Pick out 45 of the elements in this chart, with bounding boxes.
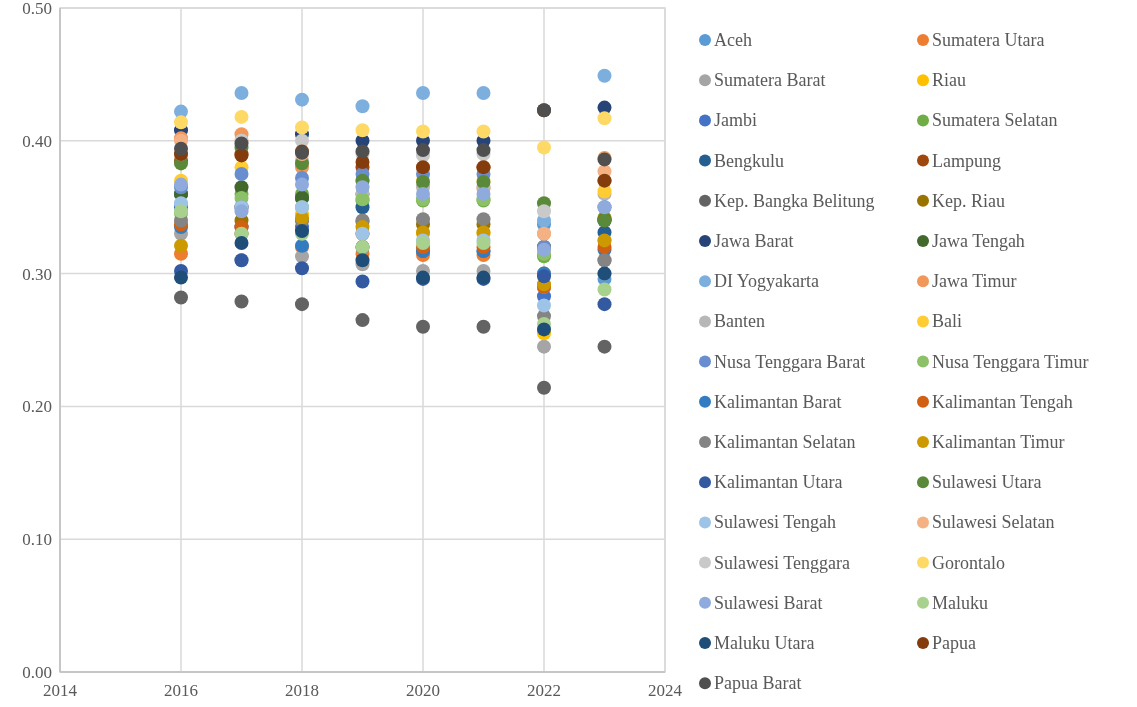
legend-label: Kalimantan Barat: [714, 391, 842, 412]
legend-label: Riau: [932, 70, 966, 91]
legend-label: Lampung: [932, 150, 1001, 171]
x-tick-label: 2016: [164, 681, 198, 700]
legend-label: Nusa Tenggara Barat: [714, 351, 866, 372]
legend-label: Sulawesi Tengah: [714, 512, 836, 533]
legend-label: Sulawesi Selatan: [932, 512, 1055, 533]
legend-label: Sumatera Barat: [714, 70, 826, 91]
legend-label: Sumatera Selatan: [932, 110, 1058, 131]
legend-label: Jambi: [714, 110, 757, 131]
legend-label: Maluku Utara: [714, 633, 815, 653]
legend-label: Kalimantan Tengah: [932, 391, 1073, 412]
legend-label: Kep. Bangka Belitung: [714, 190, 875, 211]
legend-label: Papua: [932, 633, 976, 653]
legend-label: Kalimantan Selatan: [714, 432, 856, 452]
legend-label: Jawa Tengah: [932, 231, 1025, 251]
legend-label: Jawa Barat: [714, 231, 794, 251]
legend-label: Kep. Riau: [932, 190, 1005, 211]
legend-label: Sulawesi Utara: [932, 472, 1042, 493]
y-tick-label: 0.30: [22, 264, 52, 284]
legend-label: Sulawesi Tenggara: [714, 552, 850, 573]
legend-label: Sumatera Utara: [932, 30, 1045, 50]
legend-label: Aceh: [714, 30, 752, 50]
x-tick-label: 2024: [648, 681, 683, 700]
legend-label: DI Yogyakarta: [714, 271, 819, 292]
legend-label: Bali: [932, 311, 962, 332]
y-tick-label: 0.00: [22, 663, 52, 682]
legend-label: Gorontalo: [932, 552, 1005, 573]
y-tick-label: 0.20: [22, 397, 52, 417]
legend-label: Bengkulu: [714, 150, 784, 171]
legend-label: Nusa Tenggara Timur: [932, 351, 1089, 372]
legend-label: Banten: [714, 311, 765, 332]
legend-label: Sulawesi Barat: [714, 592, 823, 613]
legend-label: Maluku: [932, 592, 988, 613]
legend-label: Papua Barat: [714, 673, 802, 694]
y-tick-label: 0.40: [22, 131, 52, 151]
x-tick-label: 2014: [43, 681, 78, 700]
x-tick-label: 2018: [285, 681, 319, 700]
y-tick-label: 0.10: [22, 530, 52, 550]
y-tick-label: 0.50: [22, 0, 52, 18]
x-tick-label: 2020: [406, 681, 440, 700]
legend-label: Jawa Timur: [932, 271, 1017, 292]
legend-label: Kalimantan Timur: [932, 432, 1065, 452]
x-tick-label: 2022: [527, 681, 561, 700]
legend-label: Kalimantan Utara: [714, 472, 843, 493]
